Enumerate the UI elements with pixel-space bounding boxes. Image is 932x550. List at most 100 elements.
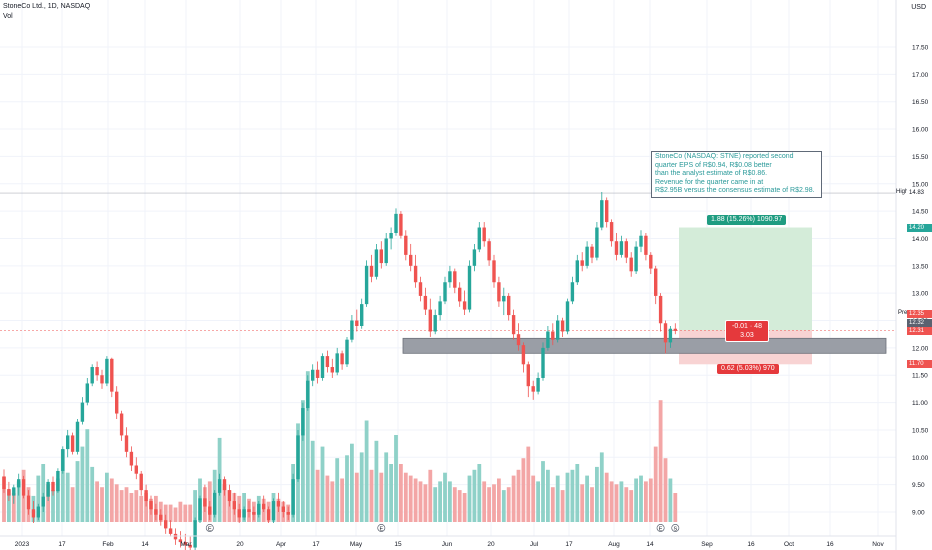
candle-body[interactable] <box>585 246 589 266</box>
candle-body[interactable] <box>266 509 271 521</box>
candle-body[interactable] <box>526 364 530 387</box>
candle-body[interactable] <box>335 353 339 373</box>
candle-body[interactable] <box>188 544 192 548</box>
volume-indicator-label[interactable]: Vol <box>3 13 13 20</box>
candle-body[interactable] <box>531 386 535 392</box>
candle-body[interactable] <box>119 413 124 436</box>
candle-body[interactable] <box>159 514 163 521</box>
candle-body[interactable] <box>360 304 364 326</box>
candle-body[interactable] <box>208 506 212 515</box>
candle-body[interactable] <box>472 249 477 266</box>
candle-body[interactable] <box>389 233 393 239</box>
candle-body[interactable] <box>262 503 266 510</box>
candle-body[interactable] <box>178 539 183 543</box>
candle-body[interactable] <box>477 227 481 250</box>
event-marker-split[interactable] <box>671 524 680 532</box>
candle-body[interactable] <box>51 481 55 492</box>
candle-body[interactable] <box>369 265 374 277</box>
currency-label[interactable]: USD <box>911 4 926 11</box>
stop-loss-label[interactable]: 0.62 (5.03%) 970 <box>717 364 779 374</box>
candle-body[interactable] <box>546 331 550 348</box>
candle-body[interactable] <box>462 301 467 310</box>
profit-zone[interactable] <box>679 227 812 331</box>
candle-body[interactable] <box>154 509 158 515</box>
candle-body[interactable] <box>21 479 26 496</box>
candle-body[interactable] <box>193 520 197 548</box>
candle-body[interactable] <box>541 347 545 378</box>
candle-body[interactable] <box>600 200 604 228</box>
candle-body[interactable] <box>257 503 261 515</box>
candle-body[interactable] <box>247 509 251 512</box>
candle-body[interactable] <box>340 353 344 365</box>
candle-body[interactable] <box>570 282 575 302</box>
candle-body[interactable] <box>364 265 369 305</box>
support-zone[interactable] <box>402 337 887 354</box>
candle-body[interactable] <box>634 246 638 272</box>
candle-body[interactable] <box>271 501 276 521</box>
candle-body[interactable] <box>521 345 526 365</box>
candle-body[interactable] <box>614 241 619 255</box>
candle-body[interactable] <box>56 470 60 492</box>
candle-body[interactable] <box>654 268 658 296</box>
candle-body[interactable] <box>291 479 295 515</box>
candle-body[interactable] <box>399 213 403 236</box>
candle-body[interactable] <box>46 481 50 497</box>
candle-body[interactable] <box>448 271 452 283</box>
candle-body[interactable] <box>433 315 437 332</box>
candle-body[interactable] <box>458 287 462 302</box>
candle-body[interactable] <box>663 323 668 343</box>
candle-body[interactable] <box>658 295 663 324</box>
event-marker-earnings[interactable] <box>377 524 386 532</box>
candle-body[interactable] <box>242 509 246 518</box>
candle-body[interactable] <box>644 235 648 255</box>
candle-body[interactable] <box>516 334 521 346</box>
candle-body[interactable] <box>168 528 173 534</box>
candle-body[interactable] <box>325 356 330 368</box>
candle-body[interactable] <box>75 421 80 452</box>
candle-body[interactable] <box>394 213 398 233</box>
candle-body[interactable] <box>418 282 423 296</box>
earnings-note-annotation[interactable]: StoneCo (NASDAQ: STNE) reported second q… <box>651 151 822 198</box>
candle-body[interactable] <box>404 235 408 255</box>
candle-body[interactable] <box>252 512 256 515</box>
candle-body[interactable] <box>129 451 134 466</box>
candle-body[interactable] <box>232 501 236 510</box>
candle-body[interactable] <box>379 249 383 264</box>
candle-body[interactable] <box>115 391 119 414</box>
candle-body[interactable] <box>350 320 354 340</box>
candle-body[interactable] <box>227 490 232 502</box>
candle-body[interactable] <box>213 492 217 515</box>
candle-body[interactable] <box>286 512 290 515</box>
candle-body[interactable] <box>281 506 285 512</box>
candle-body[interactable] <box>66 435 70 450</box>
candle-body[interactable] <box>374 249 379 277</box>
candle-body[interactable] <box>575 260 579 283</box>
candle-body[interactable] <box>70 435 75 452</box>
candle-body[interactable] <box>668 328 673 343</box>
candle-body[interactable] <box>164 520 168 529</box>
candle-body[interactable] <box>183 542 187 545</box>
candle-body[interactable] <box>110 358 114 392</box>
candle-body[interactable] <box>487 241 491 261</box>
candle-body[interactable] <box>124 435 129 452</box>
candle-body[interactable] <box>345 339 349 365</box>
candle-body[interactable] <box>12 487 16 496</box>
candle-body[interactable] <box>624 241 628 258</box>
candle-body[interactable] <box>85 383 89 403</box>
candle-body[interactable] <box>276 501 281 507</box>
candle-body[interactable] <box>315 369 320 378</box>
candle-body[interactable] <box>423 295 428 310</box>
event-marker-earnings[interactable] <box>205 524 214 532</box>
candle-body[interactable] <box>7 489 11 496</box>
candle-body[interactable] <box>428 309 432 332</box>
candle-body[interactable] <box>556 320 560 340</box>
candle-body[interactable] <box>482 227 486 242</box>
position-current-label[interactable]: -0.01 · 48 3.03 <box>725 320 769 342</box>
candle-body[interactable] <box>61 449 65 471</box>
candle-body[interactable] <box>551 331 555 340</box>
candle-body[interactable] <box>605 200 609 223</box>
candle-body[interactable] <box>311 369 315 381</box>
candle-body[interactable] <box>438 301 442 316</box>
candle-body[interactable] <box>639 235 643 247</box>
